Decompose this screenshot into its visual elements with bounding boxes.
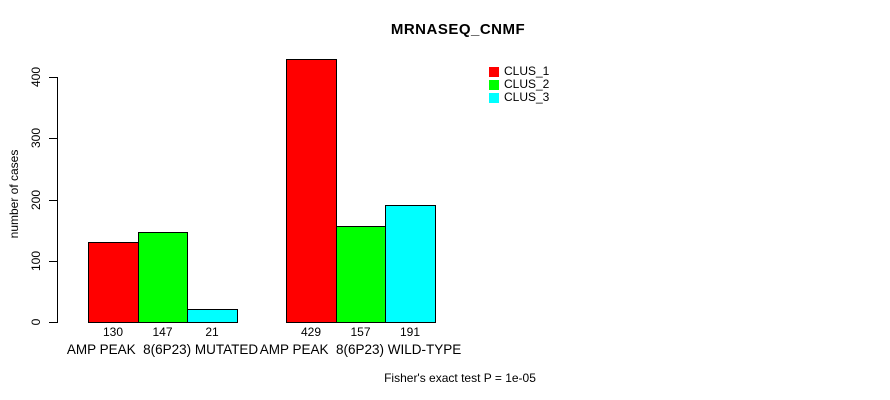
bar-clus_3-group1 <box>187 309 238 323</box>
legend-label: CLUS_1 <box>504 64 550 78</box>
legend-item: CLUS_2 <box>489 77 550 91</box>
bar-clus_1-group1 <box>88 242 139 323</box>
legend-label: CLUS_2 <box>504 77 550 91</box>
bar-value-label: 130 <box>102 325 124 339</box>
legend-label: CLUS_3 <box>504 90 550 104</box>
bar-value-label: 147 <box>152 325 173 339</box>
y-tick-label: 200 <box>29 189 43 211</box>
bar-clus_2-group1 <box>138 232 188 323</box>
bar-value-label: 429 <box>300 325 322 339</box>
legend-swatch-clus_3 <box>489 92 499 103</box>
legend-item: CLUS_3 <box>489 90 550 104</box>
bar-value-label: 21 <box>205 325 219 339</box>
x-category-label: AMP PEAK 8(6P23) MUTATED <box>66 342 259 357</box>
chart-title: MRNASEQ_CNMF <box>390 21 526 38</box>
bar-clus_2-group2 <box>336 226 386 323</box>
y-axis-tick <box>49 322 57 323</box>
y-axis-label: number of cases <box>7 149 21 239</box>
y-tick-label: 100 <box>29 250 43 272</box>
legend-swatch-clus_1 <box>489 66 499 77</box>
y-axis-line <box>57 77 58 323</box>
bar-clus_3-group2 <box>385 205 436 323</box>
y-axis-tick <box>49 77 57 78</box>
bar-value-label: 157 <box>350 325 371 339</box>
y-tick-label: 0 <box>29 318 43 326</box>
y-axis-tick <box>49 138 57 139</box>
y-axis-tick <box>49 200 57 201</box>
y-tick-label: 400 <box>29 66 43 88</box>
bar-clus_1-group2 <box>286 59 337 323</box>
y-tick-label: 300 <box>29 127 43 149</box>
legend-swatch-clus_2 <box>489 79 499 90</box>
bar-value-label: 191 <box>399 325 421 339</box>
y-axis-tick <box>49 261 57 262</box>
x-category-label: AMP PEAK 8(6P23) WILD-TYPE <box>259 342 462 357</box>
legend-item: CLUS_1 <box>489 64 550 78</box>
annotation-text: Fisher's exact test P = 1e-05 <box>384 371 536 385</box>
